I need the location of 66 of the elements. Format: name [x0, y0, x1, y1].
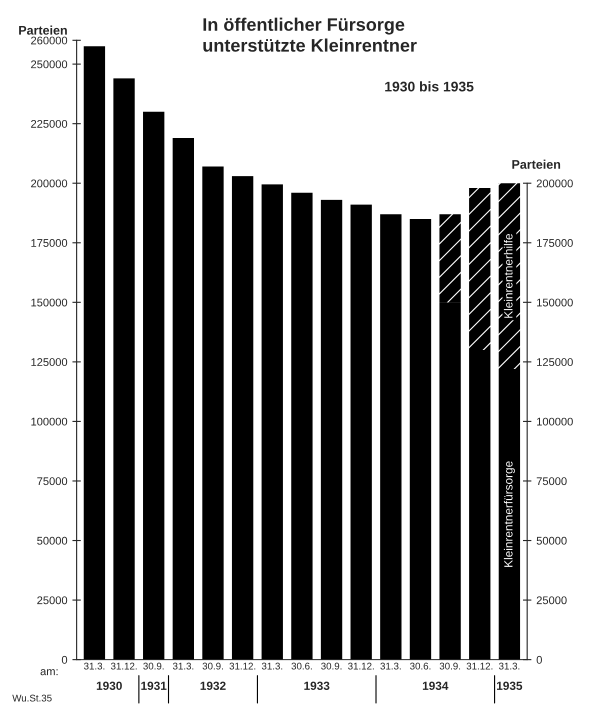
x-tick-label: 30.9. [321, 662, 342, 670]
x-tick-label: 30.9. [440, 662, 460, 670]
y-tick-label: 175000 [31, 239, 68, 247]
y-tick-label: 50000 [37, 536, 68, 545]
bar [172, 138, 194, 660]
bar [232, 176, 254, 660]
series-label: Kleinrentnerhilfe [504, 234, 513, 318]
y2-tick-label: 25000 [536, 596, 567, 604]
text: 1935 [497, 682, 522, 690]
bar [291, 192, 313, 660]
x-tick-label: 31.3. [262, 662, 282, 670]
bar [439, 214, 461, 302]
y2-tick-label: 75000 [536, 477, 567, 486]
bar [262, 184, 283, 660]
text: 1930 bis 1935 [385, 81, 474, 92]
x-tick-label: 30.6. [291, 662, 312, 670]
y-axis-title: Parteien [19, 26, 67, 35]
y2-tick-label: 50000 [536, 536, 567, 545]
bar [469, 350, 490, 660]
text: 1933 [304, 682, 330, 690]
bar [439, 302, 461, 660]
text: 1930 [96, 682, 122, 690]
text: 1934 [422, 682, 448, 690]
x-tick-label: 31.3. [498, 662, 520, 670]
y-tick-label: 25000 [37, 596, 68, 604]
y2-tick-label: 200000 [536, 179, 573, 188]
y2-tick-label: 125000 [537, 358, 573, 366]
x-tick-label: 31.3. [84, 662, 104, 670]
series-label: Kleinrentnerfürsorge [504, 461, 515, 567]
x-tick-label: 30.6. [410, 662, 430, 670]
y-tick-label: 75000 [37, 477, 68, 486]
chart-title: In öffentlicher Fürsorge unterstützte Kleinrentner [203, 18, 417, 52]
y-tick-label: 150000 [31, 298, 68, 306]
x-tick-label: 31.12. [466, 662, 492, 670]
x-tick-label: 31.3. [380, 662, 401, 670]
text: am: [40, 669, 58, 676]
x-tick-label: 30.9. [143, 662, 164, 670]
x-tick-label: 31.12. [110, 662, 137, 670]
y-tick-label: 100000 [31, 418, 68, 426]
bar [469, 188, 490, 350]
bar [84, 46, 106, 660]
y-tick-label: 0 [62, 656, 68, 664]
y-tick-label: 260000 [31, 36, 68, 44]
text: 1932 [200, 682, 226, 690]
y2-axis-title: Parteien [512, 160, 560, 169]
x-tick-label: 31.3. [172, 662, 194, 670]
x-tick-label: 31.12. [229, 662, 256, 670]
bar [350, 204, 372, 660]
y-tick-label: 225000 [31, 120, 68, 128]
bar [113, 78, 135, 660]
y-tick-label: 250000 [31, 60, 68, 68]
text: Wu.St.35 [12, 694, 52, 702]
y2-tick-label: 150000 [537, 298, 573, 306]
bar [380, 214, 402, 660]
x-tick-label: 31.12. [348, 662, 374, 670]
bar [320, 200, 342, 660]
bar [143, 112, 164, 660]
y2-tick-label: 0 [536, 656, 542, 664]
y2-tick-label: 175000 [537, 239, 573, 247]
y2-tick-label: 100000 [537, 418, 573, 426]
bar [202, 166, 224, 660]
x-tick-label: 30.9. [202, 662, 223, 670]
y-tick-label: 200000 [31, 179, 68, 188]
text: 1931 [141, 682, 166, 690]
bar [410, 218, 432, 660]
y-tick-label: 125000 [31, 358, 68, 366]
